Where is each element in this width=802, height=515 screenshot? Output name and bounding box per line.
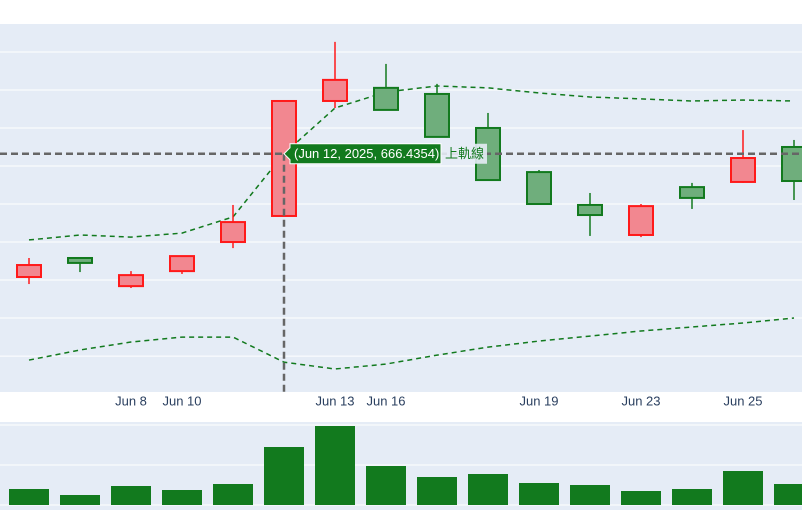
x-tick-label: Jun 8 [115,393,147,408]
hover-box [283,143,442,165]
volume-bar [60,495,100,505]
candle-body [16,264,42,278]
candle-body [781,145,802,183]
candle-body [67,256,93,264]
candle-body [220,221,246,244]
volume-bar [672,489,712,505]
x-tick-label: Jun 16 [366,393,405,408]
hover-name-box [441,143,487,164]
volume-bar [621,491,661,505]
candle-body [526,171,552,206]
candle-body [628,205,654,236]
volume-bar [111,486,151,505]
candle-body [169,255,195,273]
x-tick-label: Jun 25 [723,393,762,408]
volume-bar [417,477,457,505]
candle-body [373,86,399,111]
candle-body [577,203,603,217]
volume-bar [468,474,508,505]
volume-bar [213,484,253,505]
candle-body [118,274,144,288]
hover-text: (Jun 12, 2025, 666.4354) [294,146,439,161]
candle-body [424,92,450,138]
volume-bar [9,489,49,505]
candle-body [679,186,705,199]
x-tick-label: Jun 19 [519,393,558,408]
x-tick-label: Jun 23 [621,393,660,408]
volume-bar [519,483,559,505]
volume-bar [570,485,610,505]
candle-body [322,78,348,102]
hover-name: 上軌線 [445,146,484,161]
x-tick-label: Jun 10 [162,393,201,408]
volume-bar [723,471,763,505]
plot-area [0,24,802,392]
volume-bar [315,426,355,505]
hover-label: (Jun 12, 2025, 666.4354) 上軌線 [283,143,487,165]
volume-bar [774,484,802,505]
volume-bar [264,447,304,505]
x-tick-label: Jun 13 [315,393,354,408]
candle-body [730,157,756,183]
volume-bar [162,490,202,505]
band-line [28,85,795,241]
volume-bar [366,466,406,505]
band-line [28,317,795,370]
